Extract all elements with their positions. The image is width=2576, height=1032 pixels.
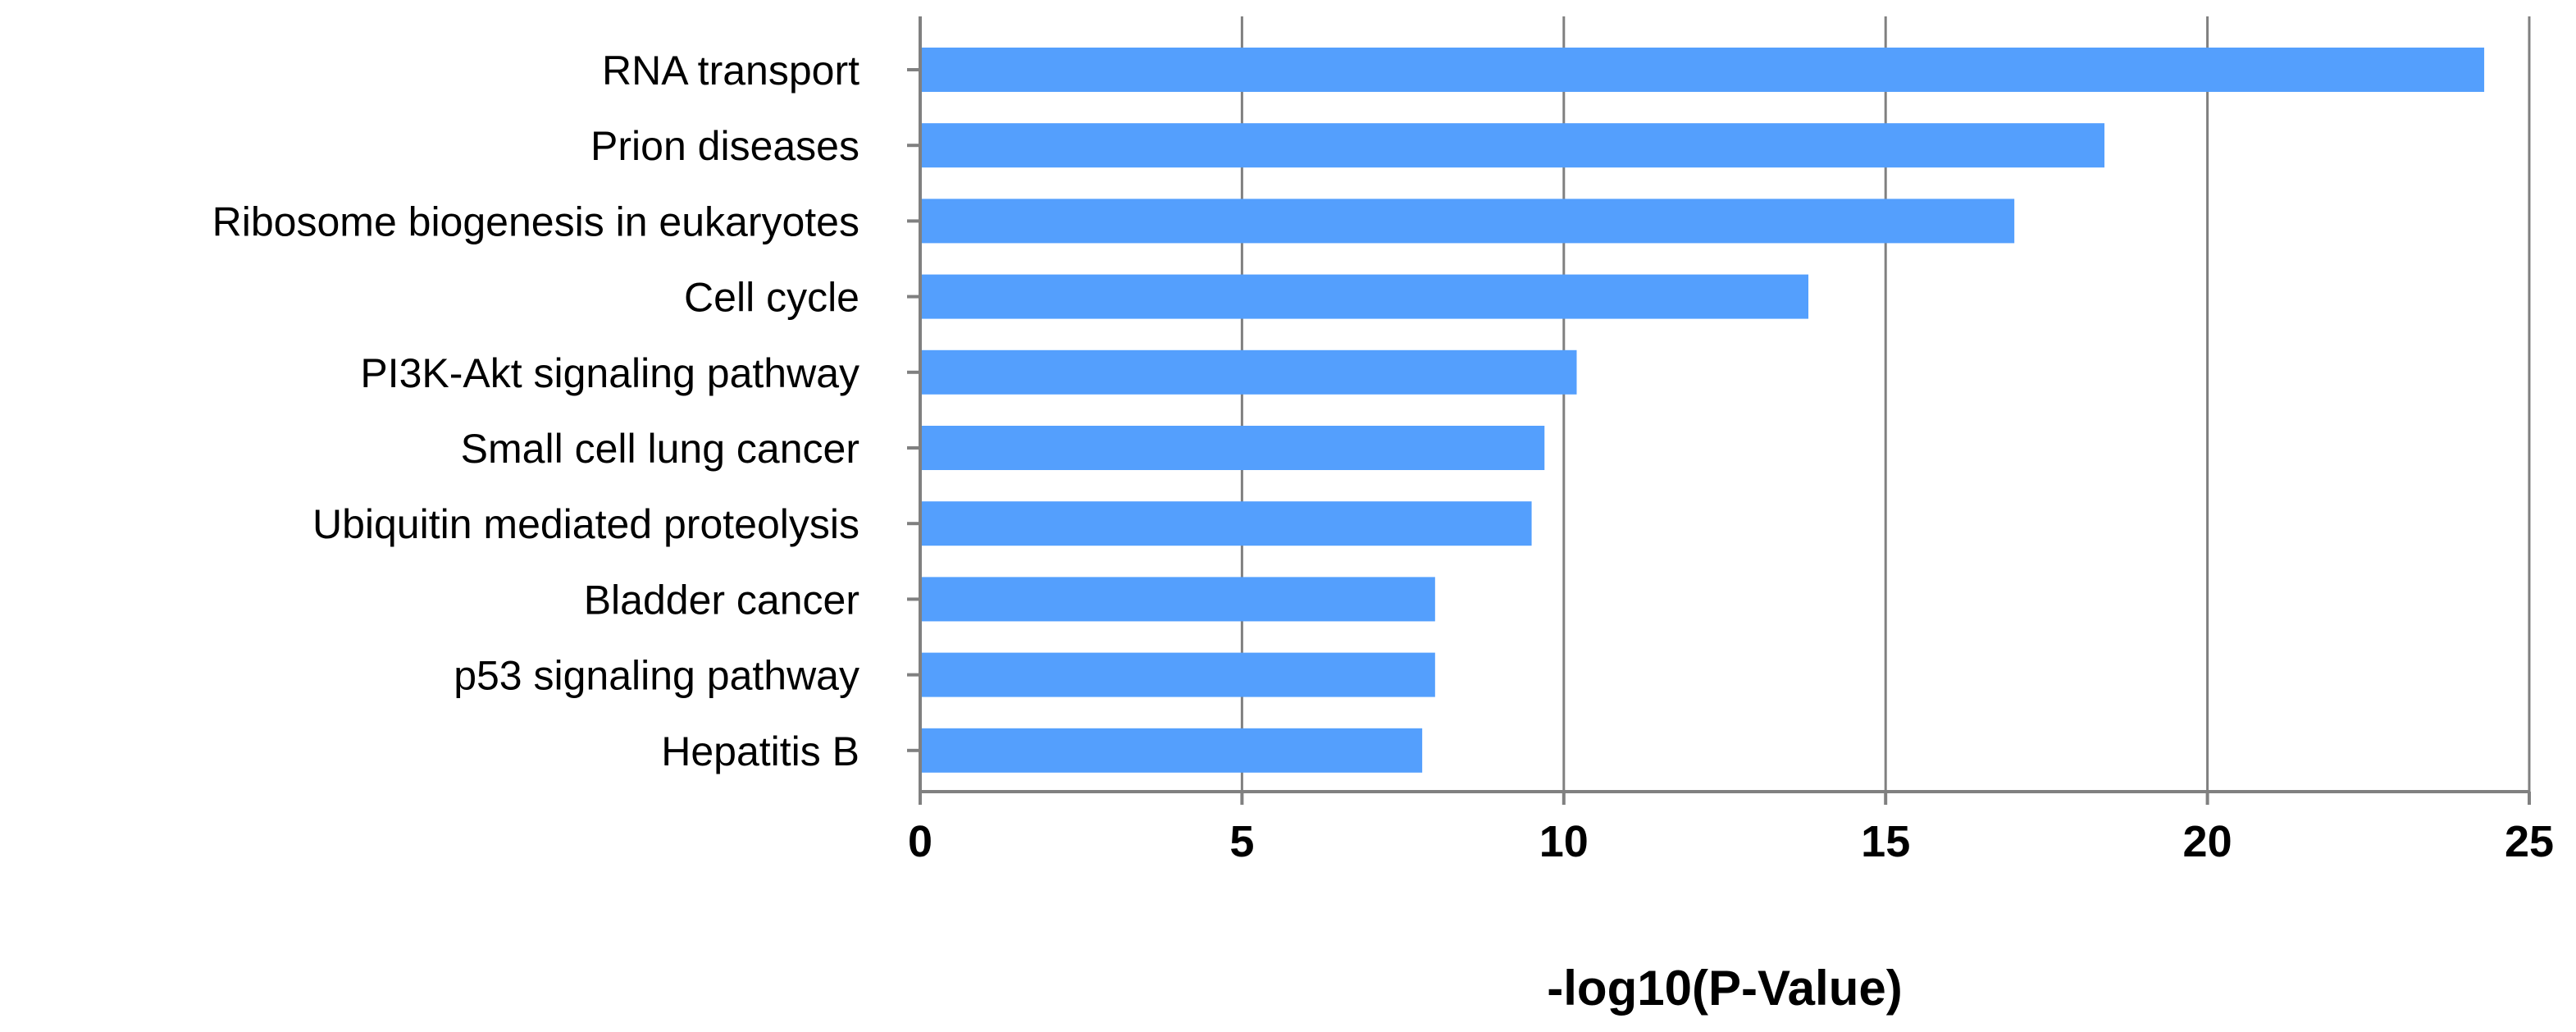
category-label: PI3K-Akt signaling pathway <box>360 350 859 396</box>
x-tick-label: 5 <box>1229 817 1254 866</box>
bar-7 <box>920 501 1532 546</box>
category-label: Ribosome biogenesis in eukaryotes <box>212 199 859 244</box>
bars <box>920 48 2485 773</box>
bar-3 <box>920 199 2015 244</box>
category-label: Ubiquitin mediated proteolysis <box>312 501 859 547</box>
bar-8 <box>920 577 1435 622</box>
category-label: Small cell lung cancer <box>461 426 859 472</box>
x-tick-label: 0 <box>908 817 932 866</box>
bar-4 <box>920 274 1809 319</box>
category-label: p53 signaling pathway <box>454 653 859 699</box>
x-tick-label: 15 <box>1861 817 1910 866</box>
axes <box>907 16 2531 805</box>
x-tick-label: 25 <box>2505 817 2554 866</box>
x-tick-label: 20 <box>2183 817 2232 866</box>
bar-2 <box>920 123 2105 168</box>
category-label: Hepatitis B <box>661 728 859 774</box>
x-tick-label: 10 <box>1539 817 1589 866</box>
x-tick-labels: 0 5 10 15 20 25 <box>908 817 2554 866</box>
bar-1 <box>920 48 2485 92</box>
bar-6 <box>920 426 1545 470</box>
x-axis-title: -log10(P-Value) <box>1547 961 1902 1016</box>
bar-9 <box>920 652 1435 697</box>
bar-5 <box>920 349 1577 395</box>
bar-10 <box>920 728 1423 773</box>
category-label: Cell cycle <box>684 275 859 321</box>
category-label: Bladder cancer <box>584 577 859 623</box>
category-labels: RNA transport Prion diseases Ribosome biog… <box>212 48 859 774</box>
category-label: Prion diseases <box>590 123 859 169</box>
category-label: RNA transport <box>602 48 859 94</box>
